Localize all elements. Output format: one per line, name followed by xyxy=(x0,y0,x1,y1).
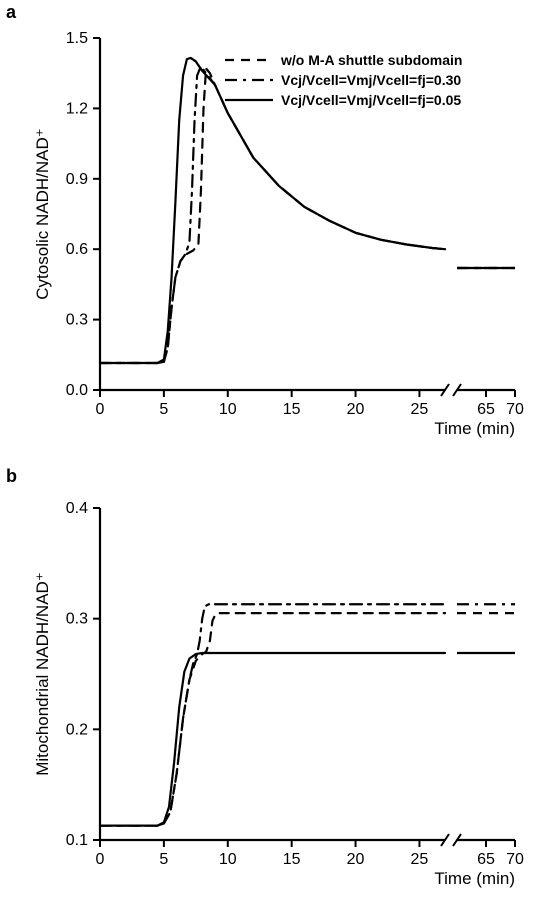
svg-text:15: 15 xyxy=(283,401,301,418)
svg-text:10: 10 xyxy=(219,401,237,418)
svg-text:Time (min): Time (min) xyxy=(434,869,515,888)
svg-text:0: 0 xyxy=(96,401,105,418)
chart-a: 0.0 0.3 0.6 0.9 1.2 1.5 Cytosolic NADH/NAD⁺ 0 5 1… xyxy=(25,20,525,450)
chart-a-svg: 0.0 0.3 0.6 0.9 1.2 1.5 Cytosolic NADH/NAD⁺ 0 5 1… xyxy=(25,20,525,450)
svg-text:Cytosolic NADH/NAD⁺: Cytosolic NADH/NAD⁺ xyxy=(33,128,52,299)
svg-text:5: 5 xyxy=(159,851,168,868)
svg-text:20: 20 xyxy=(347,401,365,418)
svg-text:20: 20 xyxy=(347,851,365,868)
svg-text:70: 70 xyxy=(506,401,524,418)
svg-text:70: 70 xyxy=(506,851,524,868)
svg-text:0.6: 0.6 xyxy=(66,241,88,258)
svg-text:0.4: 0.4 xyxy=(66,500,88,517)
svg-text:Time (min): Time (min) xyxy=(434,419,515,438)
chart-b-svg: 0.1 0.2 0.3 0.4 Mitochondrial NADH/NAD⁺ 0 5 10 1… xyxy=(25,490,525,900)
svg-text:10: 10 xyxy=(219,851,237,868)
svg-text:5: 5 xyxy=(159,401,168,418)
svg-text:1.5: 1.5 xyxy=(66,30,88,47)
panel-label-a: a xyxy=(6,2,16,23)
svg-text:15: 15 xyxy=(283,851,301,868)
svg-text:65: 65 xyxy=(477,401,495,418)
page: a 0.00.30.60.91.21.5Cytosolic NADH/NAD⁺0… xyxy=(0,0,539,907)
svg-text:w/o M-A shuttle subdomain: w/o M-A shuttle subdomain xyxy=(280,52,462,68)
svg-text:25: 25 xyxy=(411,851,429,868)
svg-text:0.2: 0.2 xyxy=(66,721,88,738)
svg-text:Vcj/Vcell=Vmj/Vcell=fj=0.05: Vcj/Vcell=Vmj/Vcell=fj=0.05 xyxy=(281,92,461,108)
svg-text:0.3: 0.3 xyxy=(66,312,88,329)
svg-text:65: 65 xyxy=(477,851,495,868)
svg-text:0.3: 0.3 xyxy=(66,611,88,628)
svg-text:0.0: 0.0 xyxy=(66,382,88,399)
panel-label-b: b xyxy=(6,466,17,487)
svg-text:25: 25 xyxy=(411,401,429,418)
chart-b: 0.1 0.2 0.3 0.4 Mitochondrial NADH/NAD⁺ 0 5 10 1… xyxy=(25,490,525,900)
svg-text:0.1: 0.1 xyxy=(66,832,88,849)
svg-text:Mitochondrial NADH/NAD⁺: Mitochondrial NADH/NAD⁺ xyxy=(33,572,52,776)
svg-text:1.2: 1.2 xyxy=(66,100,88,117)
svg-text:0: 0 xyxy=(96,851,105,868)
svg-text:0.9: 0.9 xyxy=(66,171,88,188)
svg-text:Vcj/Vcell=Vmj/Vcell=fj=0.30: Vcj/Vcell=Vmj/Vcell=fj=0.30 xyxy=(281,72,461,88)
